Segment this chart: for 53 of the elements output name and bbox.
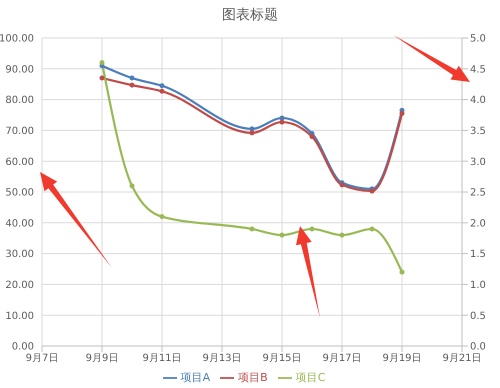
x-tick-label: 9月17日 [322,353,362,364]
point [130,76,134,81]
legend-label: 项目A [180,371,210,384]
point [250,130,254,136]
chart-title: 图表标题 [221,6,279,24]
x-tick-label: 9月9日 [86,353,118,364]
point [160,88,164,94]
y2-tick-label: 5.0 [470,34,486,45]
point [100,60,104,66]
y-tick-label: 70.00 [5,126,34,137]
point [400,270,404,275]
y2-tick-label: 3.0 [470,156,486,168]
x-tick-label: 9月15日 [262,353,302,364]
x-tick-label: 9月11日 [142,353,182,364]
x-tick-label: 9月21日 [442,353,482,364]
point [370,226,374,232]
y-tick-label: 20.00 [5,280,34,291]
point [280,232,284,238]
point [310,226,314,232]
point [400,110,404,116]
y-tick-label: 80.00 [5,95,34,106]
y2-tick-label: 4.5 [470,64,486,76]
point [100,76,104,81]
y2-tick-label: 4.0 [470,95,486,106]
y2-tick-label: 2.0 [470,218,486,230]
y-tick-label: 60.00 [5,156,34,168]
y-tick-label: 30.00 [5,249,34,260]
y-tick-label: 100.00 [0,34,34,45]
x-tick-label: 9月7日 [26,353,58,364]
y-tick-label: 40.00 [5,218,34,230]
point [130,183,134,188]
y2-tick-label: 1.0 [470,280,486,291]
point [160,83,164,88]
x-tick-label: 9月13日 [202,353,242,364]
y-tick-label: 50.00 [5,188,34,199]
y-tick-label: 10.00 [5,310,34,322]
point [250,226,254,232]
y-tick-label: 90.00 [5,64,34,76]
x-tick-label: 9月19日 [382,353,422,364]
y2-tick-label: 1.5 [470,249,486,260]
y2-tick-label: 0.0 [470,342,486,353]
point [340,232,344,238]
y-tick-label: 0.00 [12,342,34,353]
y2-tick-label: 0.5 [470,310,486,322]
legend-label: 项目C [296,371,326,384]
legend-label: 项目B [238,371,268,384]
y2-tick-label: 3.5 [470,126,486,137]
point [280,120,284,125]
point [370,188,374,194]
point [130,82,134,88]
point [310,134,314,140]
y2-tick-label: 2.5 [470,188,486,199]
point [160,214,164,220]
